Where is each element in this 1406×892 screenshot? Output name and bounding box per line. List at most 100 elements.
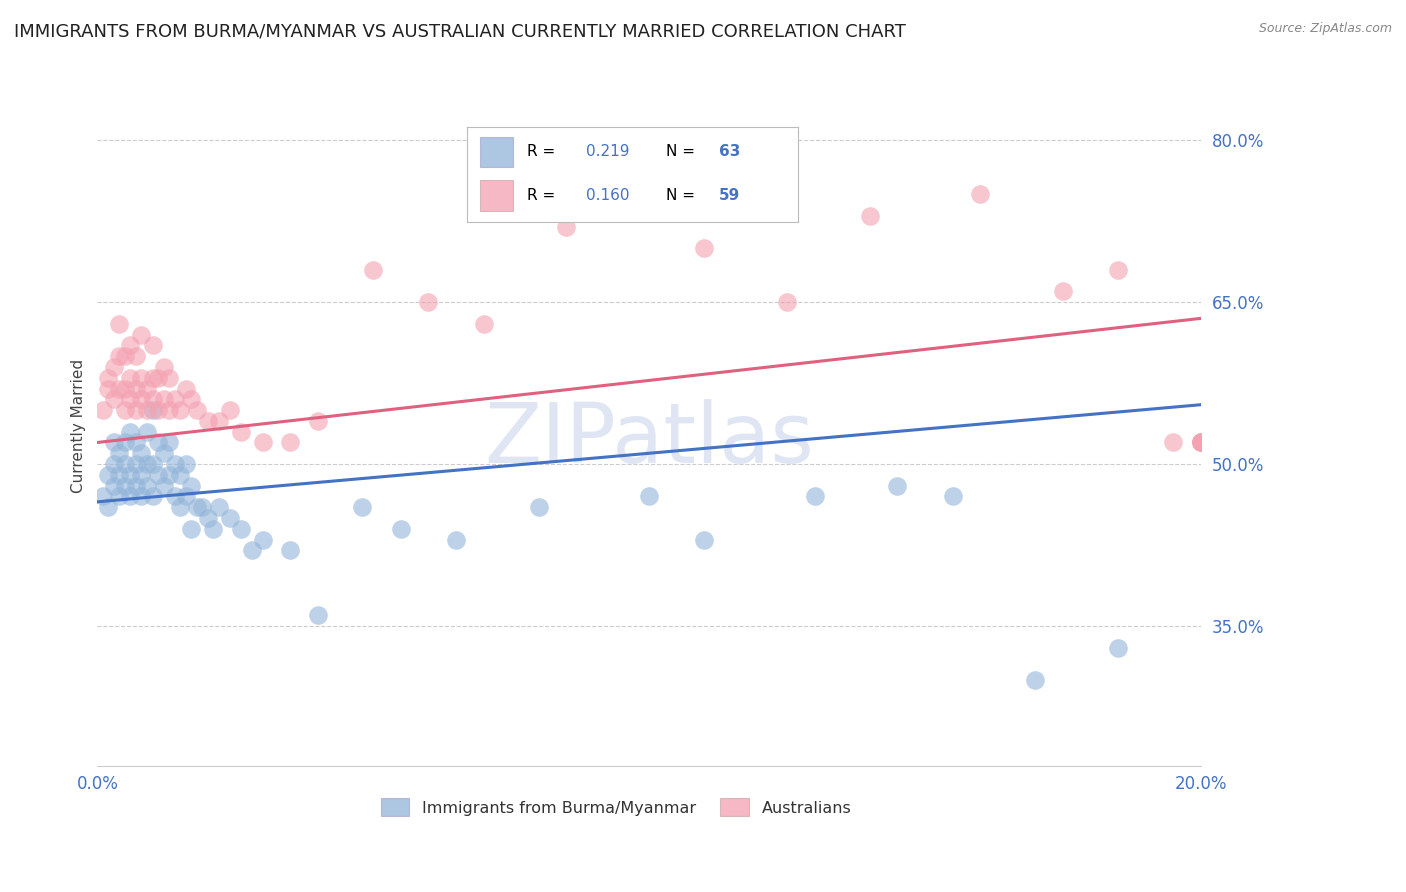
Point xyxy=(1189,435,1212,450)
Text: Source: ZipAtlas.com: Source: ZipAtlas.com xyxy=(1258,22,1392,36)
Point xyxy=(131,392,153,407)
Point xyxy=(186,403,208,417)
Point xyxy=(776,295,799,310)
Point xyxy=(202,522,225,536)
Point xyxy=(180,392,202,407)
Point xyxy=(1107,262,1129,277)
Point xyxy=(114,478,136,492)
Text: IMMIGRANTS FROM BURMA/MYANMAR VS AUSTRALIAN CURRENTLY MARRIED CORRELATION CHART: IMMIGRANTS FROM BURMA/MYANMAR VS AUSTRAL… xyxy=(14,22,905,40)
Point xyxy=(125,349,148,363)
Text: ZIPatlas: ZIPatlas xyxy=(484,400,814,481)
Point xyxy=(169,467,191,482)
Point xyxy=(120,490,142,504)
Point xyxy=(186,500,208,515)
Point xyxy=(180,522,202,536)
Point xyxy=(218,403,240,417)
Point xyxy=(152,359,174,374)
Point xyxy=(1024,673,1046,687)
Point xyxy=(125,403,148,417)
Point xyxy=(108,490,131,504)
Y-axis label: Currently Married: Currently Married xyxy=(72,359,86,493)
Point xyxy=(114,435,136,450)
Point xyxy=(418,295,440,310)
Point xyxy=(240,543,263,558)
Point xyxy=(163,490,186,504)
Point xyxy=(163,392,186,407)
Point xyxy=(152,446,174,460)
Point xyxy=(141,370,163,384)
Point xyxy=(120,338,142,352)
Point xyxy=(136,478,159,492)
Point xyxy=(91,490,114,504)
Point xyxy=(146,370,169,384)
Point xyxy=(610,177,633,191)
Point xyxy=(114,382,136,396)
Point xyxy=(352,500,374,515)
Point xyxy=(114,403,136,417)
Point xyxy=(120,392,142,407)
Point xyxy=(1161,435,1184,450)
Point xyxy=(125,382,148,396)
Point xyxy=(157,403,180,417)
Legend: Immigrants from Burma/Myanmar, Australians: Immigrants from Burma/Myanmar, Australia… xyxy=(374,791,858,822)
Point xyxy=(146,435,169,450)
Point xyxy=(146,467,169,482)
Point xyxy=(197,414,219,428)
Point xyxy=(1189,435,1212,450)
Point xyxy=(131,467,153,482)
Point xyxy=(136,403,159,417)
Point xyxy=(886,478,908,492)
Point xyxy=(361,262,384,277)
Point xyxy=(103,478,125,492)
Point xyxy=(125,457,148,471)
Point xyxy=(141,392,163,407)
Point xyxy=(141,490,163,504)
Point xyxy=(108,446,131,460)
Point xyxy=(141,457,163,471)
Point xyxy=(152,392,174,407)
Point xyxy=(389,522,412,536)
Point xyxy=(97,467,120,482)
Point xyxy=(252,435,274,450)
Point xyxy=(120,370,142,384)
Point xyxy=(136,425,159,439)
Point xyxy=(1189,435,1212,450)
Point xyxy=(103,457,125,471)
Point xyxy=(114,457,136,471)
Point xyxy=(163,457,186,471)
Point xyxy=(125,435,148,450)
Point xyxy=(103,392,125,407)
Point xyxy=(472,317,495,331)
Point xyxy=(307,414,329,428)
Point xyxy=(103,435,125,450)
Point xyxy=(208,500,231,515)
Point xyxy=(693,241,716,255)
Point xyxy=(146,403,169,417)
Point xyxy=(218,511,240,525)
Point xyxy=(141,403,163,417)
Point xyxy=(280,435,302,450)
Point xyxy=(555,219,578,234)
Point xyxy=(91,403,114,417)
Point xyxy=(103,359,125,374)
Point xyxy=(136,457,159,471)
Point xyxy=(157,435,180,450)
Point xyxy=(141,338,163,352)
Point xyxy=(969,187,991,202)
Point xyxy=(174,382,197,396)
Point xyxy=(941,490,963,504)
Point xyxy=(638,490,661,504)
Point xyxy=(1107,640,1129,655)
Point xyxy=(174,457,197,471)
Point xyxy=(1052,285,1074,299)
Point xyxy=(136,382,159,396)
Point xyxy=(859,209,882,223)
Point xyxy=(803,490,825,504)
Point xyxy=(191,500,214,515)
Point xyxy=(693,533,716,547)
Point xyxy=(208,414,231,428)
Point xyxy=(307,608,329,623)
Point xyxy=(131,446,153,460)
Point xyxy=(157,467,180,482)
Point xyxy=(1189,435,1212,450)
